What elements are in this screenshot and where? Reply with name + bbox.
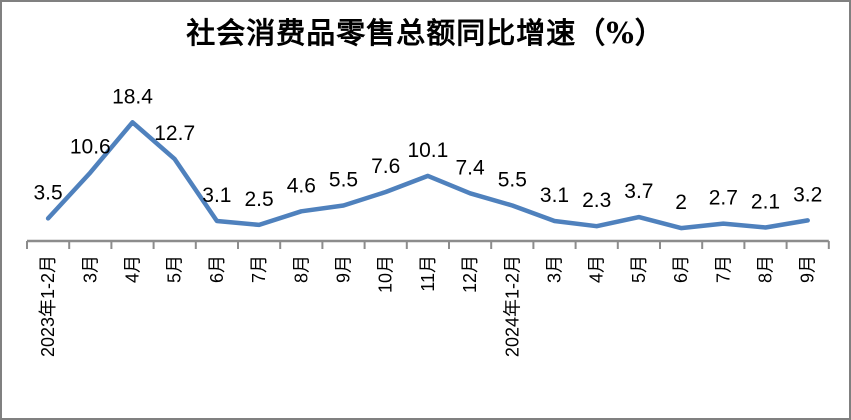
data-label: 12.7 [154,122,195,145]
data-label: 2 [675,191,687,214]
x-axis-category-label: 8月 [756,255,776,283]
x-axis-category-label: 9月 [798,255,818,283]
data-series-line [45,120,810,231]
data-label: 2.3 [582,189,611,212]
x-axis-category-label: 3月 [80,255,100,283]
data-label: 3.5 [33,181,62,204]
data-label: 2.7 [709,187,738,210]
x-axis-category-label: 6月 [207,255,227,283]
x-axis-category-label: 8月 [291,255,311,283]
x-axis-category-label: 4月 [587,255,607,283]
data-label: 3.1 [540,184,569,207]
x-axis-category-label: 2024年1-2月 [502,255,522,357]
x-axis-category-label: 5月 [165,255,185,283]
data-label: 4.6 [287,174,316,197]
x-axis-category-label: 6月 [671,255,691,283]
data-label: 2.1 [751,191,780,214]
x-axis-category-label: 7月 [713,255,733,283]
x-axis-category-label: 10月 [376,255,396,293]
x-axis-category-label: 3月 [545,255,565,283]
x-axis-category-label: 5月 [629,255,649,283]
data-label: 10.1 [407,139,448,162]
data-label: 3.7 [624,180,653,203]
x-axis-category-label: 7月 [249,255,269,283]
data-label: 5.5 [498,169,527,192]
x-axis-category-label: 11月 [418,255,438,292]
data-label: 10.6 [70,136,111,159]
x-axis-category-label: 2023年1-2月 [38,255,58,357]
data-label: 3.1 [202,184,231,207]
x-axis-category-label: 9月 [334,255,354,283]
data-label: 7.4 [455,156,485,179]
data-label: 3.2 [793,183,822,206]
x-axis-category-label: 4月 [123,255,143,283]
data-label: 5.5 [329,169,358,192]
data-label: 18.4 [112,85,153,108]
x-axis-category-label: 12月 [460,255,480,293]
chart-title: 社会消费品零售总额同比增速（%） [186,16,665,50]
data-label: 2.5 [244,188,273,211]
data-label: 7.6 [371,155,400,178]
